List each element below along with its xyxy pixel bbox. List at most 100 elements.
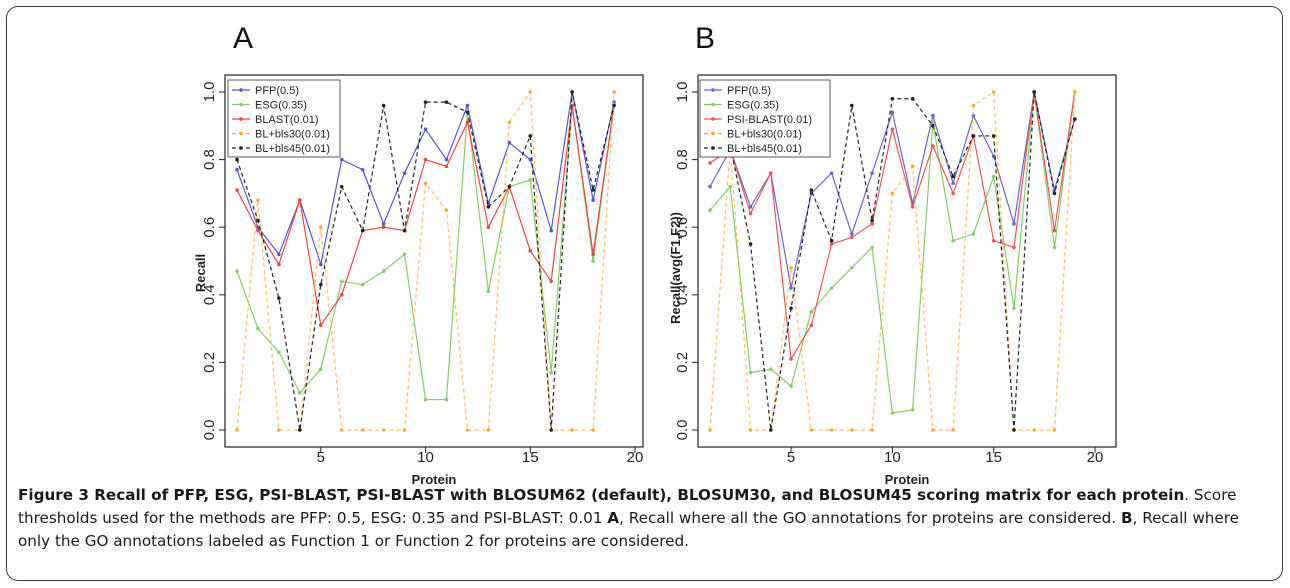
data-point	[402, 252, 407, 257]
panel-a: A 5 10 15 20 0.0 0.2 0.4 0.6 0.8 1.0 Protein Recall P…	[193, 22, 644, 487]
data-point	[423, 181, 428, 186]
data-point	[235, 188, 239, 192]
data-point	[318, 282, 323, 287]
legend-entry: PFP(0.5)	[727, 85, 771, 97]
data-point	[870, 428, 874, 432]
data-point	[910, 205, 915, 209]
data-point	[850, 428, 854, 432]
data-point	[360, 428, 365, 432]
legend-entry: BL+bls45(0.01)	[255, 143, 330, 155]
data-point	[1032, 428, 1037, 432]
legend-entry: ESG(0.35)	[727, 100, 779, 112]
x-tick-label: 15	[985, 449, 1002, 466]
data-point	[829, 242, 834, 246]
data-point	[951, 174, 955, 179]
data-point	[444, 157, 449, 162]
data-point	[951, 181, 955, 186]
data-point	[528, 249, 533, 253]
legend-marker	[711, 102, 715, 107]
data-point	[235, 269, 239, 273]
data-point	[951, 191, 955, 196]
data-point	[910, 96, 915, 101]
data-point	[486, 289, 491, 294]
data-point	[507, 120, 512, 125]
data-point	[931, 144, 935, 148]
legend: PFP(0.5) ESG(0.35) PSI-BLAST(0.01) BL+bls30…	[699, 79, 831, 158]
legend-marker	[239, 88, 243, 92]
legend-marker	[711, 117, 715, 121]
x-tick-label: 10	[884, 449, 901, 466]
data-point	[789, 357, 793, 361]
data-point	[910, 407, 915, 412]
data-point	[277, 350, 281, 355]
data-point	[789, 306, 793, 311]
x-tick-label: 15	[522, 449, 539, 466]
legend-entry: PSI-BLAST(0.01)	[727, 114, 812, 126]
data-point	[1012, 428, 1016, 432]
caption-label-b: B	[1120, 509, 1133, 527]
data-point	[570, 90, 574, 94]
data-point	[768, 367, 773, 371]
data-point	[1012, 245, 1016, 250]
data-point	[789, 265, 793, 270]
data-point	[256, 228, 260, 233]
caption-label-a: A	[607, 509, 620, 527]
data-point	[298, 198, 302, 202]
figure-frame	[6, 6, 1283, 581]
data-point	[768, 428, 773, 432]
y-tick-label: 0.0	[201, 420, 218, 441]
data-point	[256, 218, 260, 223]
y-tick-label: 0.6	[674, 217, 691, 238]
data-point	[381, 269, 386, 273]
data-point	[402, 228, 407, 233]
data-point	[298, 391, 302, 395]
data-point	[360, 228, 365, 233]
data-point	[728, 184, 733, 189]
data-point	[890, 127, 895, 131]
data-point	[444, 100, 449, 104]
data-point	[591, 259, 595, 263]
legend-entry: ESG(0.35)	[255, 100, 307, 112]
data-point	[829, 428, 834, 432]
caption-text: . Score thresholds used for the methods …	[18, 486, 1237, 527]
data-point	[591, 252, 595, 257]
y-tick-label: 1.0	[201, 82, 218, 103]
data-point	[890, 411, 895, 415]
data-point	[465, 110, 470, 115]
data-point	[748, 428, 753, 432]
data-point	[277, 428, 281, 432]
data-point	[318, 367, 323, 371]
caption-text-a: , Recall where all the GO annotations fo…	[619, 509, 1121, 527]
data-point	[991, 174, 996, 179]
data-point	[528, 178, 533, 182]
data-point	[360, 167, 365, 172]
data-point	[870, 218, 874, 223]
data-point	[570, 428, 574, 432]
data-point	[890, 96, 895, 101]
data-point	[486, 428, 491, 432]
data-point	[890, 110, 895, 115]
data-point	[423, 100, 428, 104]
data-point	[339, 428, 344, 432]
data-point	[360, 282, 365, 287]
data-point	[850, 103, 854, 108]
data-point	[339, 279, 344, 284]
panel-b: B 5 10 15 20 0.0 0.2 0.4 0.6 0.8 1.0 Protein Recall(…	[668, 22, 1117, 487]
data-point	[951, 238, 955, 243]
y-tick-label: 0.0	[674, 420, 691, 441]
data-point	[850, 235, 854, 240]
data-point	[931, 428, 935, 432]
data-point	[444, 164, 449, 169]
data-point	[971, 103, 976, 108]
legend-entry: PFP(0.5)	[255, 85, 299, 97]
series-1	[708, 90, 1077, 415]
y-axis-label: Recall	[193, 254, 208, 292]
panel-label: A	[233, 22, 253, 55]
data-point	[708, 208, 712, 213]
data-point	[591, 428, 595, 432]
data-point	[708, 428, 712, 432]
legend-entry: BL+bls30(0.01)	[255, 129, 330, 141]
data-point	[423, 397, 428, 402]
data-point	[1012, 306, 1016, 311]
